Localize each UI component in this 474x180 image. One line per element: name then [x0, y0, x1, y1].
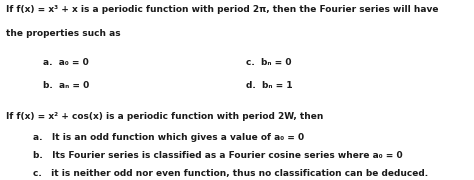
Text: If f(x) = x³ + x is a periodic function with period 2π, then the Fourier series : If f(x) = x³ + x is a periodic function …: [6, 5, 438, 14]
Text: a.   It is an odd function which gives a value of a₀ = 0: a. It is an odd function which gives a v…: [33, 133, 304, 142]
Text: If f(x) = x² + cos(x) is a periodic function with period 2W, then: If f(x) = x² + cos(x) is a periodic func…: [6, 112, 323, 121]
Text: b.   Its Fourier series is classified as a Fourier cosine series where a₀ = 0: b. Its Fourier series is classified as a…: [33, 151, 403, 160]
Text: a.  a₀ = 0: a. a₀ = 0: [43, 58, 89, 67]
Text: c.  bₙ = 0: c. bₙ = 0: [246, 58, 292, 67]
Text: c.   it is neither odd nor even function, thus no classification can be deduced.: c. it is neither odd nor even function, …: [33, 169, 428, 178]
Text: the properties such as: the properties such as: [6, 29, 120, 38]
Text: b.  aₙ = 0: b. aₙ = 0: [43, 81, 89, 90]
Text: d.  bₙ = 1: d. bₙ = 1: [246, 81, 293, 90]
